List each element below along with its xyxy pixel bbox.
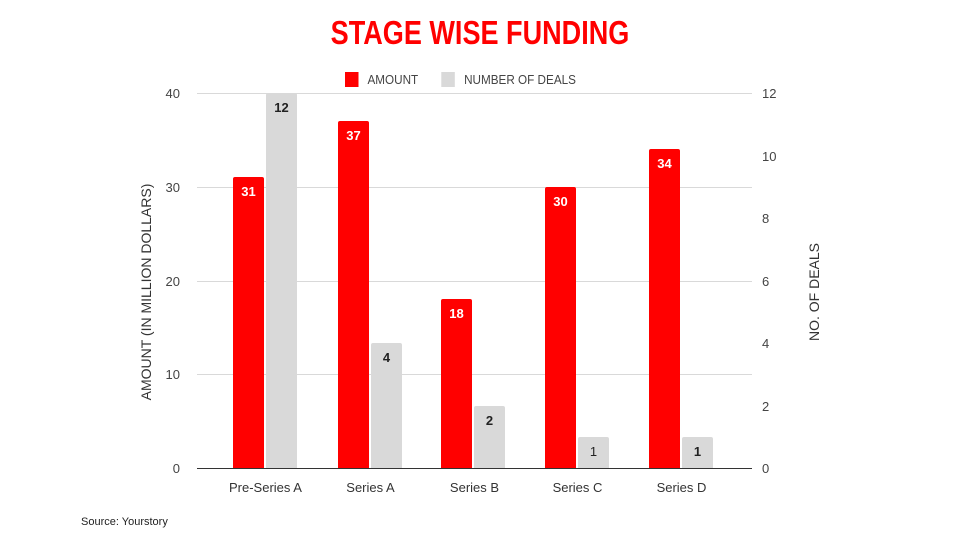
y-tick-right: 8 [762, 211, 770, 226]
bar-value-label: 30 [553, 194, 568, 209]
bar-deals-pre-series-a: 12 [266, 93, 297, 468]
bar-deals-series-c: 1 [578, 437, 609, 468]
bar-value-label: 31 [241, 184, 256, 199]
bar-value-label: 4 [382, 350, 391, 365]
y-tick-left: 30 [165, 180, 180, 195]
gridline [197, 93, 752, 94]
y-tick-left: 40 [165, 86, 180, 101]
bar-amount-series-c: 30 [545, 187, 576, 468]
bar-amount-pre-series-a: 31 [233, 177, 264, 468]
chart-title: STAGE WISE FUNDING [330, 14, 630, 51]
gridline [197, 374, 752, 375]
legend-swatch-amount [345, 72, 359, 87]
y-tick-right: 12 [762, 86, 777, 101]
x-tick-label: Pre-Series A [229, 480, 302, 495]
y-tick-right: 2 [762, 399, 770, 414]
legend-label-amount: AMOUNT [367, 72, 419, 87]
bar-amount-series-a: 37 [338, 121, 369, 468]
plot-area: 31 12 37 4 18 2 30 1 34 1 [197, 93, 752, 469]
bar-value-label: 12 [274, 100, 289, 115]
x-axis-baseline [197, 468, 752, 469]
y-tick-right: 4 [762, 336, 770, 351]
bar-amount-series-b: 18 [441, 299, 472, 468]
y-tick-right: 0 [762, 461, 770, 476]
bar-deals-series-a: 4 [371, 343, 402, 468]
legend-item-amount: AMOUNT [345, 72, 418, 87]
y-tick-left: 20 [165, 274, 180, 289]
x-tick-label: Series D [656, 480, 707, 495]
x-tick-label: Series C [552, 480, 603, 495]
bar-value-label: 34 [657, 156, 672, 171]
x-tick-label: Series A [346, 480, 395, 495]
gridline [197, 281, 752, 282]
bar-deals-series-d: 1 [682, 437, 713, 468]
bar-amount-series-d: 34 [649, 149, 680, 468]
bar-deals-series-b: 2 [474, 406, 505, 468]
bar-value-label: 18 [449, 306, 464, 321]
bar-value-label: 37 [346, 128, 361, 143]
y-tick-right: 10 [762, 149, 777, 164]
legend-item-deals: NUMBER OF DEALS [441, 72, 576, 87]
y-tick-left: 0 [172, 461, 180, 476]
gridline [197, 187, 752, 188]
y-tick-left: 10 [165, 367, 180, 382]
legend-swatch-deals [441, 72, 456, 87]
legend: AMOUNT NUMBER OF DEALS [345, 72, 599, 87]
y-tick-right: 6 [762, 274, 770, 289]
y-axis-right-label: NO. OF DEALS [806, 242, 822, 342]
legend-label-deals: NUMBER OF DEALS [464, 72, 576, 87]
x-tick-label: Series B [449, 480, 500, 495]
source-note: Source: Yourstory [81, 516, 168, 528]
bar-value-label: 2 [485, 413, 494, 428]
bar-value-label: 1 [693, 444, 702, 459]
bar-value-label: 1 [589, 444, 598, 459]
